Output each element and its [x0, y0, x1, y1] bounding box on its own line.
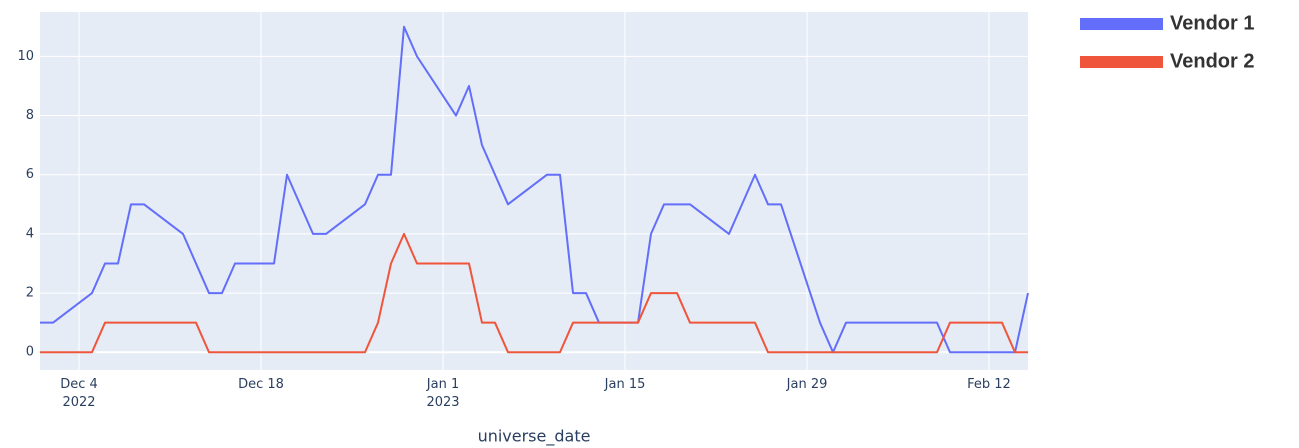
x-tick-label: Feb 12: [967, 377, 1011, 392]
y-tick-label: 8: [26, 108, 34, 123]
legend-label: Vendor 1: [1170, 12, 1254, 34]
line: [40, 25, 1029, 354]
legend-label: Vendor 2: [1170, 50, 1254, 72]
x-tick-label: Dec 18: [238, 377, 284, 392]
x-axis-title: universe_date: [478, 427, 591, 447]
x-tick-label: Jan 1 2023: [426, 377, 460, 410]
x-tick-label: Dec 4 2022: [60, 377, 98, 410]
x-tick-label: Jan 29: [786, 377, 828, 392]
plot-area: [40, 12, 1028, 370]
line: [40, 232, 1028, 354]
y-tick-label: 10: [17, 49, 34, 64]
x-tick-label: Jan 15: [604, 377, 646, 392]
y-tick-label: 2: [26, 286, 34, 301]
y-tick-label: 0: [26, 345, 34, 360]
y-tick-label: 4: [26, 226, 34, 241]
y-tick-label: 6: [26, 167, 34, 182]
